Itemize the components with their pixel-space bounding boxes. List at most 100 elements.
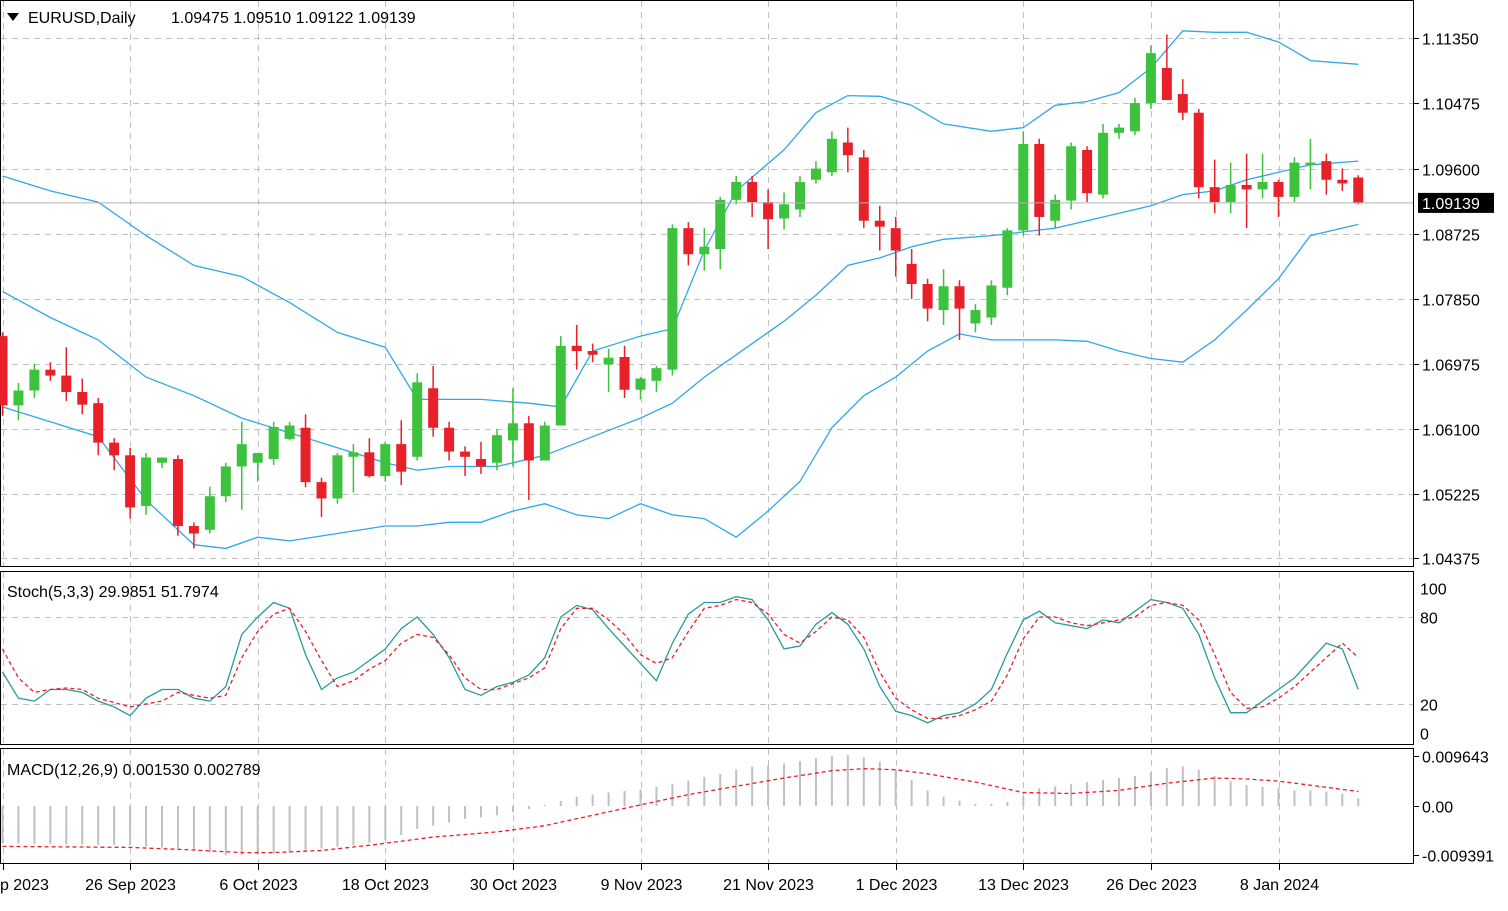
x-axis-label: 8 Jan 2024	[1240, 877, 1319, 894]
bearish-candle	[1353, 177, 1364, 203]
bearish-candle	[93, 403, 104, 443]
bullish-candle	[1050, 199, 1061, 221]
bearish-candle	[1034, 143, 1045, 217]
current-price-tag	[1418, 192, 1494, 213]
bullish-candle	[795, 181, 805, 210]
bullish-candle	[507, 423, 518, 441]
bollinger-lower-band	[2, 223, 1359, 550]
price-axis-label: 1.04375	[1422, 552, 1480, 569]
bearish-candle	[1193, 112, 1204, 188]
bullish-candle	[1257, 181, 1268, 190]
triangle-down-icon[interactable]	[7, 13, 19, 21]
bearish-candle	[922, 284, 933, 309]
bullish-candle	[539, 425, 550, 461]
bearish-candle	[188, 526, 199, 534]
bullish-candle	[970, 310, 981, 324]
price-axis-label: 1.09600	[1422, 163, 1480, 180]
price-axis-label: 1.06975	[1422, 358, 1480, 375]
bearish-candle	[587, 351, 598, 355]
bearish-candle	[683, 228, 694, 255]
macd-indicator-label: MACD(12,26,9) 0.001530 0.002789	[7, 762, 261, 779]
price-panel-frame[interactable]	[0, 0, 1414, 567]
x-axis-label: 26 Dec 2023	[1106, 877, 1197, 894]
bullish-candle	[284, 425, 295, 439]
macd-signal-line	[2, 768, 1359, 854]
x-axis-label: 26 Sep 2023	[85, 877, 176, 894]
bearish-candle	[858, 157, 869, 221]
bearish-candle	[763, 202, 774, 220]
bullish-candle	[491, 435, 502, 463]
macd-axis-label: 0.00	[1422, 800, 1453, 817]
bullish-candle	[986, 285, 997, 318]
bearish-candle	[1273, 181, 1284, 197]
bearish-candle	[0, 336, 8, 406]
bearish-candle	[906, 263, 917, 284]
bullish-candle	[1145, 53, 1156, 104]
bullish-candle	[380, 444, 391, 477]
bearish-candle	[45, 369, 56, 376]
x-axis-label: 30 Oct 2023	[470, 877, 557, 894]
bearish-candle	[428, 388, 439, 428]
price-axis-label: 1.06100	[1422, 423, 1480, 440]
price-axis-label: 1.11350	[1422, 32, 1479, 49]
x-axis-label: 18 Oct 2023	[342, 877, 429, 894]
bullish-candle	[29, 369, 40, 391]
bullish-candle	[204, 496, 215, 530]
bullish-candle	[667, 228, 678, 370]
bullish-candle	[731, 181, 742, 200]
bullish-candle	[220, 466, 231, 497]
bollinger-middle-band	[2, 160, 1359, 471]
price-axis-label: 1.08725	[1422, 228, 1480, 245]
stoch-axis-label: 80	[1420, 611, 1438, 628]
bearish-candle	[172, 459, 183, 527]
bearish-candle	[444, 427, 455, 452]
current-price-line: 1.09139	[1, 192, 1494, 213]
price-axis-label: 1.07850	[1422, 293, 1480, 310]
bullish-candle	[268, 426, 279, 460]
grid-layer	[1, 1, 1413, 863]
bullish-candle	[252, 453, 263, 463]
bearish-candle	[1177, 94, 1188, 113]
bullish-candle	[651, 368, 662, 381]
bearish-candle	[874, 220, 885, 227]
bearish-candle	[125, 455, 136, 508]
bullish-candle	[699, 246, 710, 255]
bullish-candle	[555, 345, 566, 426]
bearish-candle	[842, 142, 853, 156]
x-axis-label: 6 Oct 2023	[219, 877, 297, 894]
ohlc-readout: 1.09475 1.09510 1.09122 1.09139	[171, 10, 416, 27]
current-price-label: 1.09139	[1422, 196, 1480, 213]
bullish-candle	[1018, 143, 1029, 231]
stochastic-lines	[1, 596, 1359, 724]
symbol-label[interactable]: EURUSD,Daily	[28, 10, 136, 27]
bullish-candle	[412, 382, 423, 457]
macd-axis-label: -0.009391	[1422, 849, 1494, 866]
bearish-candle	[364, 452, 375, 477]
x-axis-label: 1 Dec 2023	[856, 877, 938, 894]
bearish-candle	[396, 444, 407, 472]
bearish-candle	[300, 427, 311, 483]
macd-histogram-and-signal	[1, 755, 1360, 856]
stoch-main-line	[1, 596, 1359, 724]
bearish-candle	[1321, 161, 1332, 180]
bearish-candle	[476, 459, 486, 467]
bearish-candle	[1241, 184, 1252, 190]
bullish-candle	[141, 457, 152, 506]
bullish-candle	[236, 444, 247, 467]
bullish-candle	[1098, 132, 1109, 195]
bearish-candle	[954, 286, 965, 309]
bullish-candle	[1129, 103, 1140, 132]
bearish-candle	[1161, 68, 1172, 101]
bearish-candle	[109, 442, 120, 456]
bullish-candle	[1225, 184, 1236, 203]
bearish-candle	[890, 228, 901, 251]
stoch-panel-frame[interactable]	[0, 571, 1414, 745]
price-axis-label: 1.10475	[1422, 97, 1480, 114]
x-axis-label: 9 Nov 2023	[601, 877, 683, 894]
bullish-candle	[1066, 146, 1077, 201]
bullish-candle	[1114, 127, 1124, 133]
bullish-candle	[332, 455, 343, 499]
